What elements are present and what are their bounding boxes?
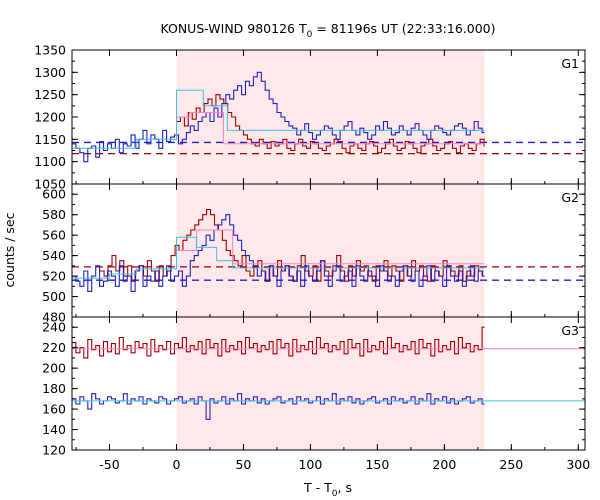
series-red-binned <box>176 229 485 265</box>
panel-g2: 480 500 520 540 560 580 600 G2 <box>42 183 586 325</box>
y-tick-label: 1150 <box>34 132 66 147</box>
x-tick-label: 50 <box>235 457 251 472</box>
y-tick-label: 480 <box>42 310 66 325</box>
panel-label: G3 <box>561 323 579 338</box>
y-tick-label: 600 <box>42 187 66 202</box>
y-tick-label: 520 <box>42 269 66 284</box>
y-tick-label: 1100 <box>34 154 66 169</box>
panel-label: G2 <box>561 190 579 205</box>
y-tick-label: 1300 <box>34 65 66 80</box>
highlight-interval <box>176 317 485 450</box>
y-tick-label: 120 <box>42 443 66 458</box>
plot-area <box>72 209 585 292</box>
chart-title: KONUS-WIND 980126 T0 = 81196s UT (22:33:… <box>160 21 495 40</box>
x-tick-label: 250 <box>499 457 523 472</box>
x-tick-label: 100 <box>298 457 322 472</box>
x-tick-label: -50 <box>99 457 119 472</box>
y-tick-label: 160 <box>42 402 66 417</box>
y-tick-label: 1200 <box>34 110 66 125</box>
y-tick-label: 580 <box>42 207 66 222</box>
y-tick-label: 1050 <box>34 177 66 192</box>
y-tick-label: 560 <box>42 228 66 243</box>
y-tick-label: 1350 <box>34 43 66 58</box>
series-blue-binned <box>72 89 485 149</box>
highlight-interval <box>176 184 485 317</box>
series-blue-histogram <box>72 214 485 292</box>
y-tick-label: 200 <box>42 361 66 376</box>
y-axis-label: counts / sec <box>2 212 17 287</box>
panel-g1: 1050 1100 1150 1200 1250 1300 1350 G1 <box>34 43 586 192</box>
y-tick-label: 240 <box>42 320 66 335</box>
panel-g3: 120 140 160 180 200 220 240 G3 -50 0 50 100 150 200 25… <box>42 316 590 472</box>
x-tick-label: 200 <box>432 457 456 472</box>
plot-area <box>72 71 585 163</box>
x-tick-label: 0 <box>172 457 180 472</box>
y-tick-label: 180 <box>42 381 66 396</box>
panel-label: G1 <box>561 56 579 71</box>
panel-frame <box>71 316 586 451</box>
series-blue-binned <box>72 236 485 279</box>
highlight-interval <box>176 50 485 184</box>
x-tick-label: 150 <box>365 457 389 472</box>
y-tick-label: 500 <box>42 289 66 304</box>
y-tick-label: 220 <box>42 340 66 355</box>
series-blue-histogram <box>72 393 485 420</box>
plot-area <box>72 326 585 420</box>
y-tick-label: 1250 <box>34 87 66 102</box>
series-red-binned <box>176 112 485 145</box>
x-tick-label: 300 <box>566 457 590 472</box>
series-red-histogram <box>72 326 485 359</box>
y-tick-label: 540 <box>42 248 66 263</box>
plot-panels: 1050110011501200125013001350G14805005205… <box>34 43 590 473</box>
y-tick-label: 140 <box>42 422 66 437</box>
x-axis-label: T - T0, s <box>303 480 352 499</box>
